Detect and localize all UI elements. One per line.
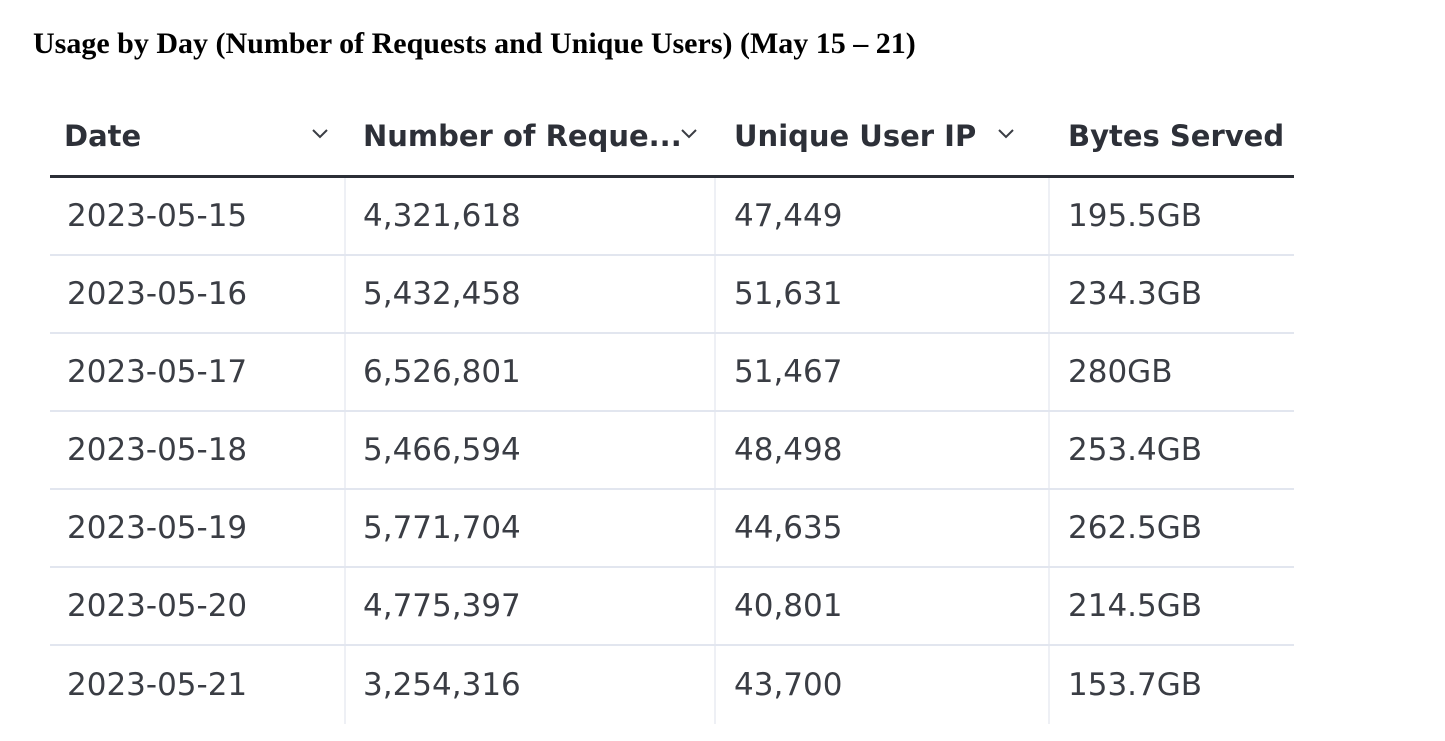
cell-bytes-served: 253.4GB [1068, 432, 1203, 468]
cell-unique-user-ip: 43,700 [716, 646, 1050, 724]
table-row[interactable]: 2023-05-15 4,321,618 47,449 195.5GB [50, 178, 1294, 256]
cell-date: 2023-05-15 [50, 178, 346, 254]
cell-requests: 4,775,397 [346, 568, 716, 644]
cell-date: 2023-05-18 [50, 412, 346, 488]
cell-date: 2023-05-20 [50, 568, 346, 644]
column-header-label: Bytes Served [1068, 118, 1285, 153]
column-header-label: Unique User IP [734, 118, 977, 153]
column-header-bytes-served[interactable]: Bytes Served [1050, 96, 1294, 175]
cell-unique-user-ip: 51,631 [716, 256, 1050, 332]
cell-bytes-served: 234.3GB [1068, 276, 1203, 312]
table-body: 2023-05-15 4,321,618 47,449 195.5GB 2023… [50, 178, 1294, 724]
cell-requests: 5,432,458 [346, 256, 716, 332]
table-header-row: Date Number of Reque... Unique User IP B… [50, 96, 1294, 178]
column-header-label: Number of Reque... [363, 118, 682, 153]
cell-unique-user-ip: 44,635 [716, 490, 1050, 566]
table-row[interactable]: 2023-05-21 3,254,316 43,700 153.7GB [50, 646, 1294, 724]
cell-bytes-served: 262.5GB [1068, 510, 1203, 546]
cell-requests: 5,466,594 [346, 412, 716, 488]
page-title: Usage by Day (Number of Requests and Uni… [33, 27, 916, 60]
cell-unique-user-ip: 47,449 [716, 178, 1050, 254]
cell-unique-user-ip: 40,801 [716, 568, 1050, 644]
cell-bytes-served: 195.5GB [1068, 198, 1203, 234]
cell-unique-user-ip: 48,498 [716, 412, 1050, 488]
cell-date: 2023-05-16 [50, 256, 346, 332]
table-row[interactable]: 2023-05-18 5,466,594 48,498 253.4GB [50, 412, 1294, 490]
cell-date: 2023-05-17 [50, 334, 346, 410]
cell-requests: 3,254,316 [346, 646, 716, 724]
chevron-down-icon[interactable] [997, 128, 1015, 140]
cell-date: 2023-05-19 [50, 490, 346, 566]
table-row[interactable]: 2023-05-16 5,432,458 51,631 234.3GB [50, 256, 1294, 334]
cell-bytes-served: 214.5GB [1068, 588, 1203, 624]
cell-unique-user-ip: 51,467 [716, 334, 1050, 410]
column-header-requests[interactable]: Number of Reque... [346, 96, 716, 175]
cell-bytes-served: 153.7GB [1068, 667, 1203, 703]
cell-requests: 4,321,618 [346, 178, 716, 254]
table-row[interactable]: 2023-05-17 6,526,801 51,467 280GB [50, 334, 1294, 412]
usage-table: Date Number of Reque... Unique User IP B… [50, 96, 1294, 724]
cell-bytes-served: 280GB [1068, 354, 1173, 390]
cell-date: 2023-05-21 [50, 646, 346, 724]
column-header-date[interactable]: Date [50, 96, 346, 175]
column-header-label: Date [64, 118, 142, 153]
chevron-down-icon[interactable] [311, 128, 329, 140]
column-header-unique-user-ip[interactable]: Unique User IP [716, 96, 1050, 175]
cell-requests: 5,771,704 [346, 490, 716, 566]
cell-requests: 6,526,801 [346, 334, 716, 410]
chevron-down-icon[interactable] [680, 128, 698, 140]
table-row[interactable]: 2023-05-20 4,775,397 40,801 214.5GB [50, 568, 1294, 646]
table-row[interactable]: 2023-05-19 5,771,704 44,635 262.5GB [50, 490, 1294, 568]
